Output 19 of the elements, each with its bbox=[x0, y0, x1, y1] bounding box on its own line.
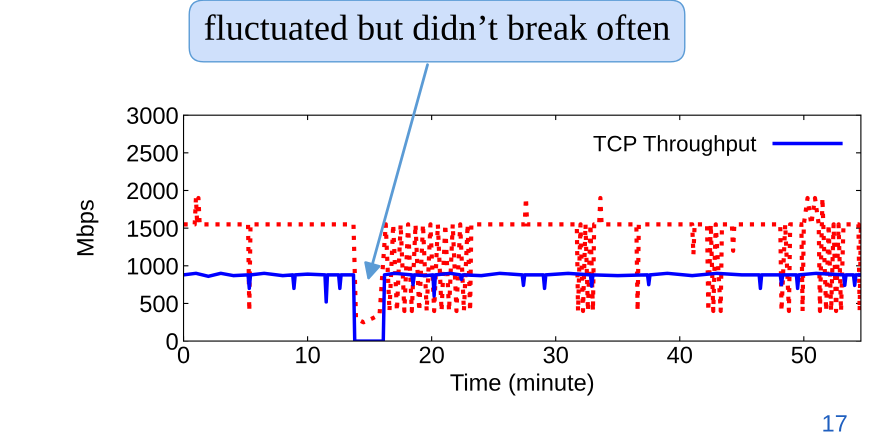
x-tick-label: 50 bbox=[792, 346, 816, 364]
text: 17 bbox=[823, 415, 847, 432]
line-series bbox=[184, 196, 861, 324]
y-tick-label: 500 bbox=[140, 296, 178, 312]
x-axis-title: Time (minute) bbox=[450, 374, 594, 396]
y-tick-label: 1500 bbox=[128, 220, 178, 237]
y-tick-label: 1000 bbox=[128, 258, 178, 275]
y-tick-label: 2500 bbox=[127, 144, 178, 162]
x-tick-label: 30 bbox=[543, 346, 568, 364]
x-tick-label: 0 bbox=[178, 346, 190, 364]
x-tick-label: 20 bbox=[420, 346, 444, 364]
x-tick-label: 10 bbox=[296, 346, 320, 364]
y-tick-label: 3000 bbox=[127, 107, 178, 124]
text: fluctuated but didn’t break often bbox=[204, 14, 670, 40]
y-tick-label: 2000 bbox=[127, 182, 178, 200]
y-axis-title: Mbps bbox=[76, 200, 98, 256]
x-tick-label: 40 bbox=[667, 346, 692, 364]
y-tick-label: 0 bbox=[166, 333, 178, 350]
legend-label: TCP Throughput bbox=[593, 135, 756, 156]
